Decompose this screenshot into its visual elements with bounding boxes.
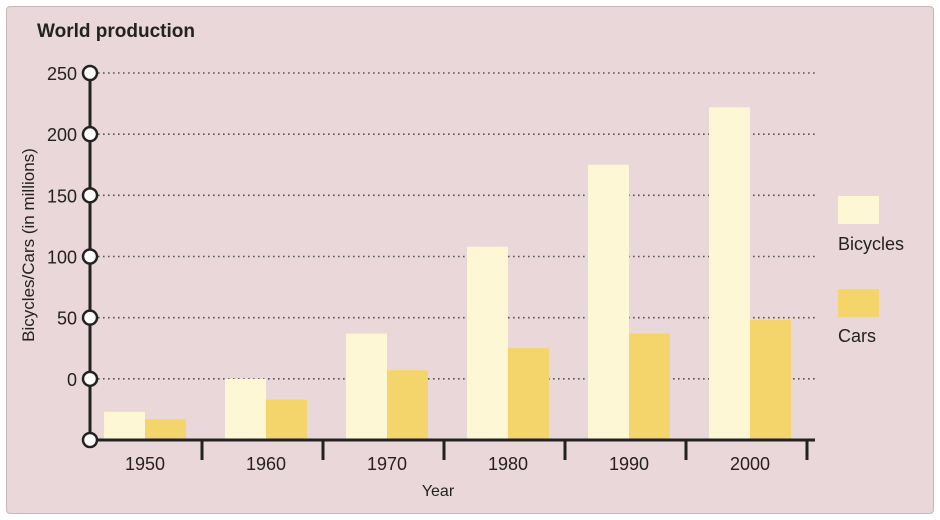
y-tick-marker <box>81 309 99 326</box>
bar-bicycles-2000 <box>709 107 750 441</box>
y-tick-label: 250 <box>47 64 77 84</box>
legend-label-bicycles: Bicycles <box>838 234 905 254</box>
y-tick-marker <box>81 64 99 82</box>
bar-cars-1990 <box>629 333 670 440</box>
y-tick-marker <box>81 125 99 143</box>
legend-swatch-cars <box>838 289 879 317</box>
bar-cars-2000 <box>750 320 791 440</box>
bar-bicycles-1970 <box>346 333 387 440</box>
bar-cars-1980 <box>508 348 549 440</box>
y-tick-marker <box>81 431 99 449</box>
grid-lines <box>98 72 815 380</box>
bar-bicycles-1990 <box>588 164 629 440</box>
y-tick-label: 100 <box>47 248 77 268</box>
x-axis-title: Year <box>422 483 455 500</box>
y-axis-title: Bicycles/Cars (in millions) <box>19 148 38 342</box>
y-tick-label: 0 <box>67 370 77 390</box>
bar-bicycles-1980 <box>467 246 508 440</box>
bar-cars-1970 <box>387 370 428 440</box>
bar-bicycles-1960 <box>225 378 266 440</box>
bar-cars-1950 <box>145 419 186 440</box>
y-tick-label: 50 <box>57 309 77 329</box>
y-tick-marker <box>81 187 99 204</box>
bar-cars-1960 <box>266 399 307 440</box>
x-tick-label: 1980 <box>488 454 528 474</box>
axis-labels: 250 200 150 100 50 0 1950 1960 1970 1980 1990 2000 Y… <box>19 64 770 500</box>
x-tick-label: 1960 <box>246 454 286 474</box>
legend-swatch-bicycles <box>838 196 879 224</box>
bar-bicycles-1950 <box>104 411 145 440</box>
bars <box>104 107 791 441</box>
y-tick-marker <box>81 370 99 388</box>
axes <box>81 64 815 460</box>
y-tick-label: 200 <box>47 125 77 145</box>
y-tick-label: 150 <box>47 186 77 206</box>
x-tick-label: 1970 <box>367 454 407 474</box>
x-tick-label: 2000 <box>730 454 770 474</box>
chart-title: World production <box>37 21 195 42</box>
legend-label-cars: Cars <box>838 326 877 346</box>
y-tick-marker <box>81 248 99 265</box>
x-tick-label: 1950 <box>125 454 165 474</box>
x-tick-label: 1990 <box>609 454 649 474</box>
